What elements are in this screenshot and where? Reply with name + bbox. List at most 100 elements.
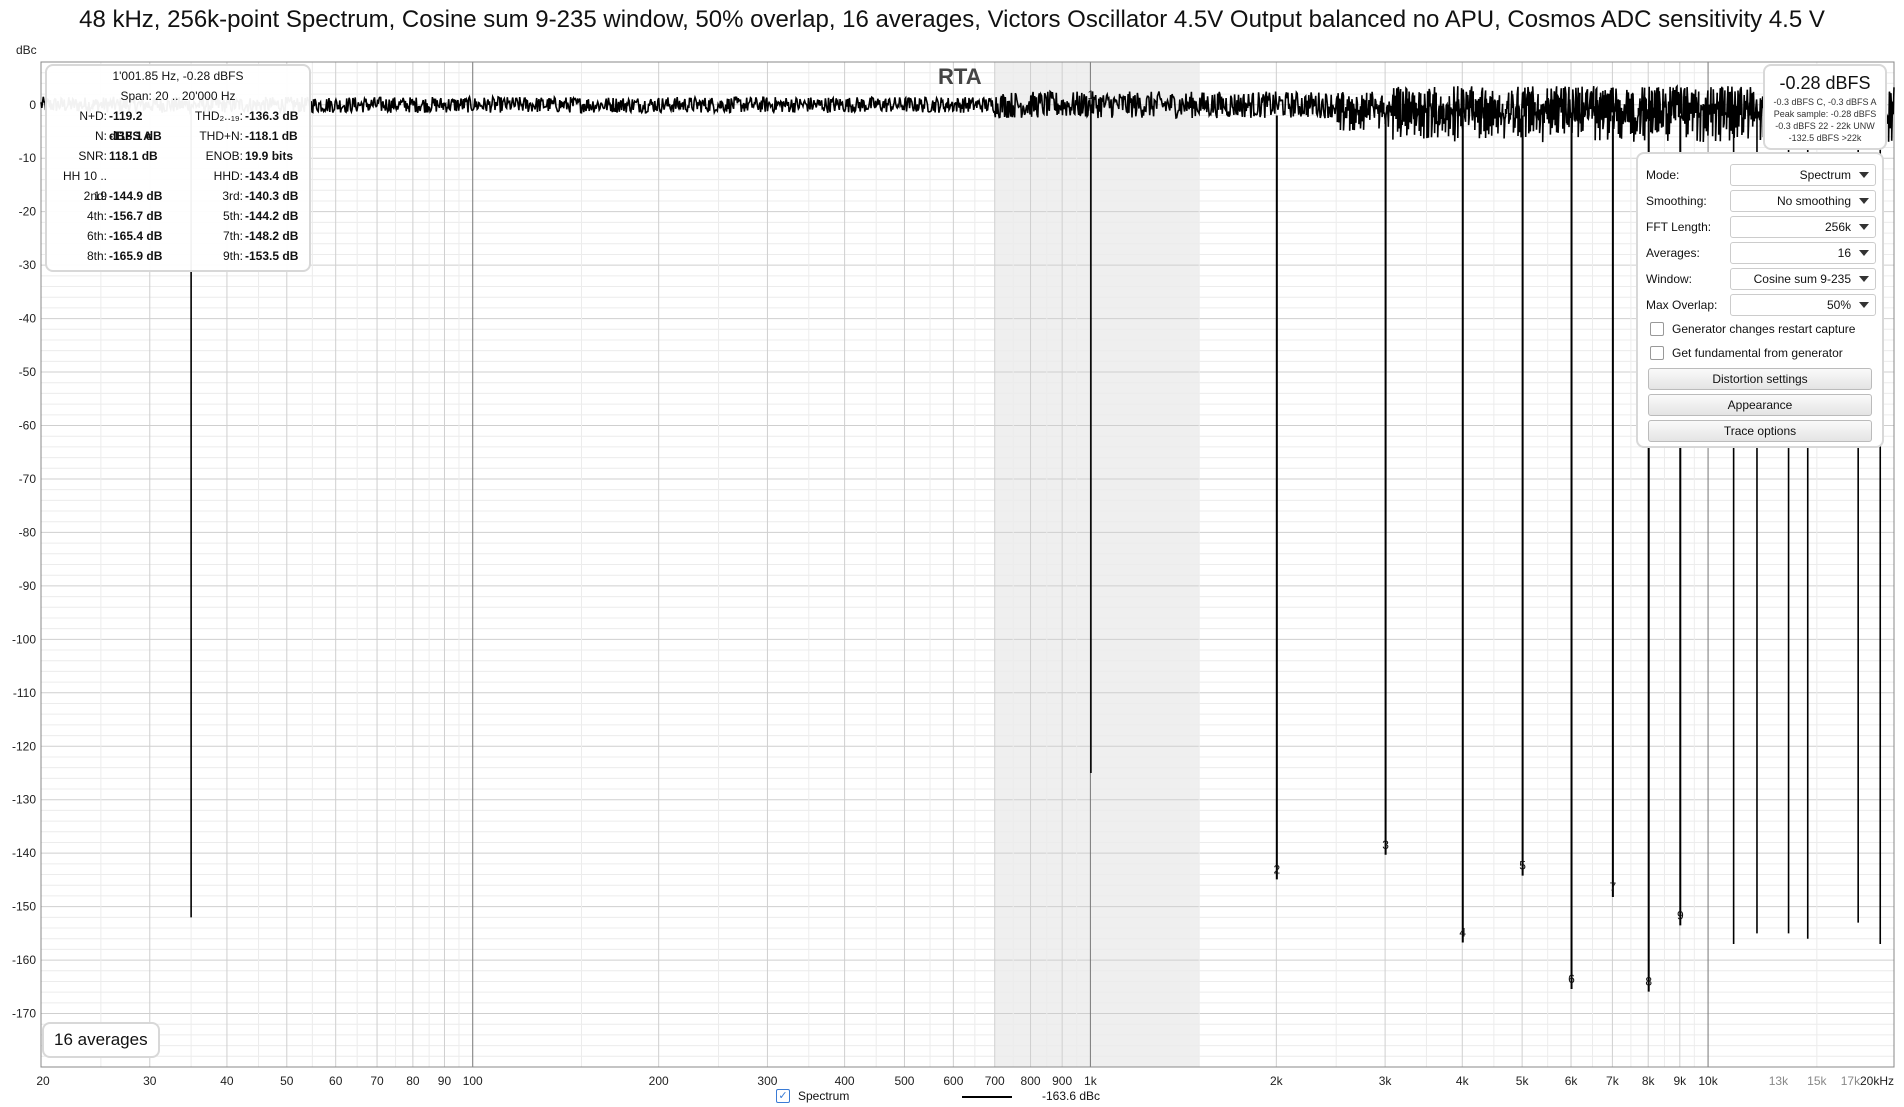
level-line-2: Peak sample: -0.28 dBFS: [1773, 109, 1877, 119]
x-tick-label: 300: [757, 1074, 777, 1088]
rta-control-panel: Mode: Spectrum Smoothing: No smoothing F…: [1636, 152, 1884, 448]
x-tick-label: 2k: [1270, 1074, 1284, 1088]
legend-checkbox[interactable]: ✓: [776, 1089, 790, 1103]
spectrum-trace: [40, 84, 1895, 773]
x-tick-label: 6k: [1565, 1074, 1579, 1088]
smoothing-label: Smoothing:: [1646, 194, 1707, 208]
stats-row: N+D: -119.2 dBFS A THD₂..₁₉: -136.3 dB: [47, 106, 309, 143]
x-tick-label: 5k: [1516, 1074, 1530, 1088]
y-tick-label: -10: [19, 151, 37, 165]
fft-length-row: FFT Length: 256k: [1646, 216, 1876, 238]
level-line-4: -132.5 dBFS >22k: [1788, 133, 1862, 143]
harmonic-marker-label: 2: [1273, 862, 1280, 876]
stats-row: 2nd: -144.9 dB 3rd: -140.3 dB: [47, 186, 309, 206]
mode-select[interactable]: Spectrum: [1730, 164, 1876, 186]
checkbox-box[interactable]: [1650, 346, 1664, 360]
smoothing-row: Smoothing: No smoothing: [1646, 190, 1876, 212]
y-tick-label: -20: [19, 205, 37, 219]
stats-label: HH 10 .. 19: [62, 169, 107, 203]
stats-label: 9th:: [222, 249, 243, 263]
x-tick-label: 500: [894, 1074, 914, 1088]
stats-value: -119.2 dBFS A: [109, 109, 152, 143]
stats-value: 118.1 dB: [109, 149, 158, 163]
x-tick-label: 17k: [1841, 1074, 1861, 1088]
distortion-settings-button[interactable]: Distortion settings: [1648, 368, 1872, 390]
level-readout: -0.28 dBFS -0.3 dBFS C, -0.3 dBFS A Peak…: [1763, 64, 1887, 150]
level-line-1: -0.3 dBFS C, -0.3 dBFS A: [1773, 97, 1877, 107]
x-tick-label: 800: [1021, 1074, 1041, 1088]
harmonic-marker-label: 9: [1677, 908, 1684, 922]
appearance-button[interactable]: Appearance: [1648, 394, 1872, 416]
smoothing-value: No smoothing: [1776, 194, 1851, 208]
x-tick-label: 20: [36, 1074, 50, 1088]
x-axis-ticks: 20 30 40 50 60 70 80 90 100 200 300 400 500 600 700 800…: [36, 1074, 1894, 1088]
stats-row: 4th: -156.7 dB 5th: -144.2 dB: [47, 206, 309, 226]
y-axis-label: dBc: [16, 43, 37, 57]
level-line-3: -0.3 dBFS 22 - 22k UNW: [1775, 121, 1875, 131]
x-tick-label: 7k: [1606, 1074, 1620, 1088]
trace-options-button[interactable]: Trace options: [1648, 420, 1872, 442]
y-axis-ticks: 0 -10 -20 -30 -40 -50 -60 -70 -80 -90 -100 -110 -120…: [12, 98, 36, 1021]
x-tick-label: 600: [943, 1074, 963, 1088]
checkbox-box[interactable]: [1650, 322, 1664, 336]
max-overlap-label: Max Overlap:: [1646, 298, 1718, 312]
stats-label: N+D:: [79, 109, 107, 123]
smoothing-select[interactable]: No smoothing: [1730, 190, 1876, 212]
max-overlap-select[interactable]: 50%: [1730, 294, 1876, 316]
y-tick-label: -50: [19, 365, 37, 379]
fundamental-from-generator-checkbox[interactable]: Get fundamental from generator: [1650, 344, 1872, 362]
y-tick-label: -60: [19, 419, 37, 433]
generator-restart-label: Generator changes restart capture: [1672, 322, 1856, 336]
stats-value: -148.2 dB: [245, 229, 299, 243]
y-tick-label: -150: [12, 900, 36, 914]
plot-area[interactable]: [40, 61, 1895, 1068]
stats-label: HHD:: [213, 169, 243, 183]
window-row: Window: Cosine sum 9-235: [1646, 268, 1876, 290]
y-tick-label: -170: [12, 1007, 36, 1021]
stats-value: -136.3 dB: [245, 109, 299, 123]
chevron-down-icon: [1859, 250, 1869, 256]
y-tick-label: -40: [19, 312, 37, 326]
fft-length-label: FFT Length:: [1646, 220, 1712, 234]
fft-length-select[interactable]: 256k: [1730, 216, 1876, 238]
x-tick-label: 15k: [1807, 1074, 1827, 1088]
stats-row: HH 10 .. 19 HHD: -143.4 dB: [47, 166, 309, 203]
fft-length-value: 256k: [1824, 220, 1851, 234]
stats-value: -165.4 dB: [109, 229, 163, 243]
x-tick-label: 40: [220, 1074, 234, 1088]
window-select[interactable]: Cosine sum 9-235: [1730, 268, 1876, 290]
averages-badge: 16 averages: [42, 1022, 160, 1058]
stats-label: 8th:: [86, 249, 107, 263]
chevron-down-icon: [1859, 276, 1869, 282]
stats-label: 7th:: [222, 229, 243, 243]
legend-line-swatch: [962, 1096, 1012, 1098]
averages-select[interactable]: 16: [1730, 242, 1876, 264]
x-tick-label: 900: [1052, 1074, 1072, 1088]
stats-label: 4th:: [86, 209, 107, 223]
stats-value: -156.7 dB: [109, 209, 163, 223]
averages-row: Averages: 16: [1646, 242, 1876, 264]
window-label: Window:: [1646, 272, 1693, 286]
stats-label: 6th:: [86, 229, 107, 243]
level-main: -0.28 dBFS: [1779, 73, 1871, 93]
y-tick-label: -80: [19, 525, 37, 539]
x-tick-label: 8k: [1642, 1074, 1656, 1088]
mode-label: Mode:: [1646, 168, 1680, 182]
generator-restart-checkbox[interactable]: Generator changes restart capture: [1650, 320, 1872, 338]
stats-value: -153.5 dB: [245, 249, 299, 263]
harmonic-marker-label: 3: [1382, 838, 1389, 852]
stats-value: -140.3 dB: [245, 189, 299, 203]
y-tick-label: -100: [12, 632, 36, 646]
fundamental-from-generator-label: Get fundamental from generator: [1672, 346, 1843, 360]
max-overlap-row: Max Overlap: 50%: [1646, 294, 1876, 316]
chart-title: 48 kHz, 256k-point Spectrum, Cosine sum …: [79, 6, 1825, 33]
harmonic-marker-label: 1: [1088, 88, 1095, 102]
x-tick-label: 700: [985, 1074, 1005, 1088]
distortion-stats-panel: 1'001.85 Hz, -0.28 dBFS Span: 20 .. 20'0…: [45, 64, 311, 272]
stats-fundamental: 1'001.85 Hz, -0.28 dBFS: [112, 69, 244, 83]
legend-series-name: Spectrum: [798, 1089, 850, 1103]
stats-value: -118.1 dB: [245, 129, 298, 143]
harmonic-marker-label: 7: [1610, 880, 1617, 894]
mode-value: Spectrum: [1799, 168, 1851, 182]
